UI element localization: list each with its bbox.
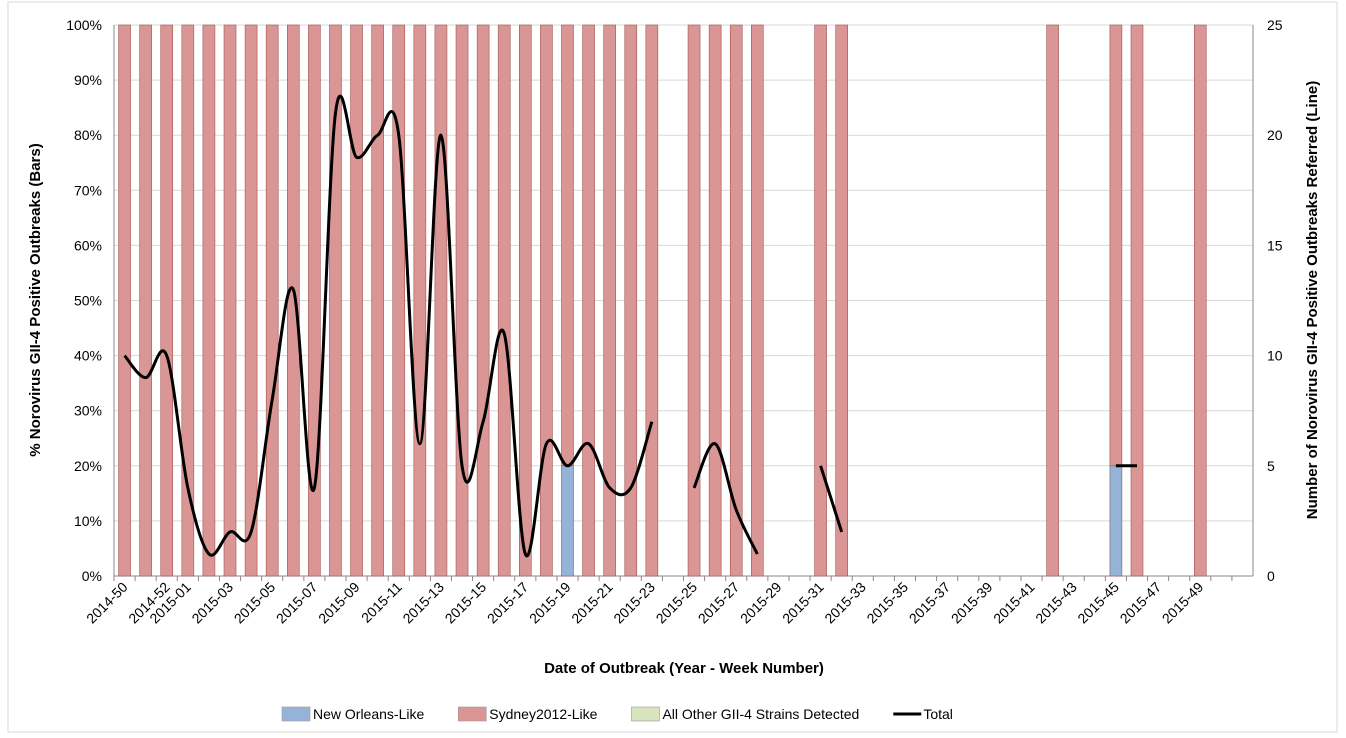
bar xyxy=(519,24,532,577)
legend-swatch xyxy=(457,706,487,722)
y2-tick-label: 25 xyxy=(1267,17,1283,33)
legend-label: Total xyxy=(923,706,953,722)
x-tick-label: 2015-09 xyxy=(315,579,363,627)
bar xyxy=(540,24,553,577)
bar xyxy=(729,24,743,577)
bar xyxy=(835,24,848,577)
bar xyxy=(308,24,321,577)
y2-tick-label: 10 xyxy=(1267,348,1283,364)
x-tick-label: 2015-35 xyxy=(863,579,911,627)
bar xyxy=(434,24,448,577)
x-tick-label: 2015-05 xyxy=(231,579,279,627)
bar xyxy=(476,24,490,577)
y-tick-label: 10% xyxy=(74,513,102,529)
bar xyxy=(223,24,237,577)
y-tick-label: 30% xyxy=(74,403,102,419)
bar xyxy=(139,24,152,577)
bar xyxy=(561,24,574,467)
bar xyxy=(181,24,195,577)
bar xyxy=(708,24,722,577)
x-tick-label: 2015-27 xyxy=(695,579,743,627)
y2-tick-label: 5 xyxy=(1267,458,1275,474)
bar xyxy=(413,24,427,577)
y2-tick-label: 0 xyxy=(1267,568,1275,584)
y-tick-label: 90% xyxy=(74,72,102,88)
x-tick-label: 2015-21 xyxy=(568,579,616,627)
line xyxy=(123,94,1137,558)
bar xyxy=(455,24,469,577)
y2-tick-label: 15 xyxy=(1267,237,1283,253)
x-tick-label: 2015-49 xyxy=(1159,579,1207,627)
x-tick-label: 2015-37 xyxy=(906,579,954,627)
bar xyxy=(603,24,616,577)
bar xyxy=(814,24,827,577)
bar xyxy=(1130,24,1144,577)
bar xyxy=(497,24,511,577)
x-tick-label: 2015-23 xyxy=(610,579,658,627)
bar xyxy=(561,465,574,577)
x-tick-label: 2015-29 xyxy=(737,579,785,627)
bar xyxy=(392,24,406,577)
y-tick-label: 0% xyxy=(82,568,102,584)
bar xyxy=(1109,24,1123,467)
bar xyxy=(751,24,764,577)
bar xyxy=(202,24,216,577)
x-tick-label: 2015-47 xyxy=(1117,579,1165,627)
legend-swatch xyxy=(281,706,311,722)
bar xyxy=(160,24,174,577)
x-tick-label: 2015-41 xyxy=(990,579,1038,627)
y2-axis-title: Number of Norovirus GII-4 Positive Outbr… xyxy=(1304,81,1321,519)
x-tick-label: 2015-33 xyxy=(821,579,869,627)
y-tick-label: 70% xyxy=(74,182,102,198)
bar xyxy=(371,24,384,577)
x-tick-label: 2015-43 xyxy=(1032,579,1080,627)
bar xyxy=(244,24,258,577)
x-tick-label: 2015-07 xyxy=(273,579,321,627)
legend-label: New Orleans-Like xyxy=(313,706,424,722)
y-axis-title: % Norovirus GII-4 Positive Outbreaks (Ba… xyxy=(27,143,44,456)
x-tick-label: 2014-50 xyxy=(83,579,131,627)
x-tick-label: 2015-03 xyxy=(188,579,236,627)
x-tick-label: 2015-11 xyxy=(358,579,405,626)
legend-label: Sydney2012-Like xyxy=(489,706,597,722)
bar xyxy=(286,24,300,577)
y-tick-label: 20% xyxy=(74,458,102,474)
x-tick-label: 2015-15 xyxy=(442,579,490,627)
legend-label: All Other GII-4 Strains Detected xyxy=(662,706,859,722)
x-tick-label: 2015-17 xyxy=(484,579,532,627)
bar xyxy=(1193,24,1207,577)
x-tick-label: 2015-39 xyxy=(948,579,996,627)
legend-swatch xyxy=(631,706,660,722)
y-tick-label: 50% xyxy=(74,293,102,309)
bar xyxy=(1046,24,1059,577)
x-tick-label: 2015-31 xyxy=(779,579,827,627)
bar xyxy=(118,24,131,577)
chart-border xyxy=(7,1,1338,733)
bar xyxy=(624,24,638,577)
bar xyxy=(645,24,659,577)
bar xyxy=(265,24,279,577)
bar xyxy=(1109,465,1123,577)
x-tick-label: 2015-25 xyxy=(653,579,701,627)
x-tick-label: 2015-13 xyxy=(399,579,447,627)
x-tick-label: 2015-45 xyxy=(1074,579,1122,627)
y-tick-label: 80% xyxy=(74,127,102,143)
bar xyxy=(350,24,363,577)
x-axis-title: Date of Outbreak (Year - Week Number) xyxy=(544,660,824,677)
bar xyxy=(687,24,701,577)
y-tick-label: 60% xyxy=(74,237,102,253)
bar xyxy=(582,24,595,577)
y2-tick-label: 20 xyxy=(1267,127,1283,143)
y-tick-label: 100% xyxy=(66,17,102,33)
x-tick-label: 2015-19 xyxy=(526,579,574,627)
y-tick-label: 40% xyxy=(74,348,102,364)
